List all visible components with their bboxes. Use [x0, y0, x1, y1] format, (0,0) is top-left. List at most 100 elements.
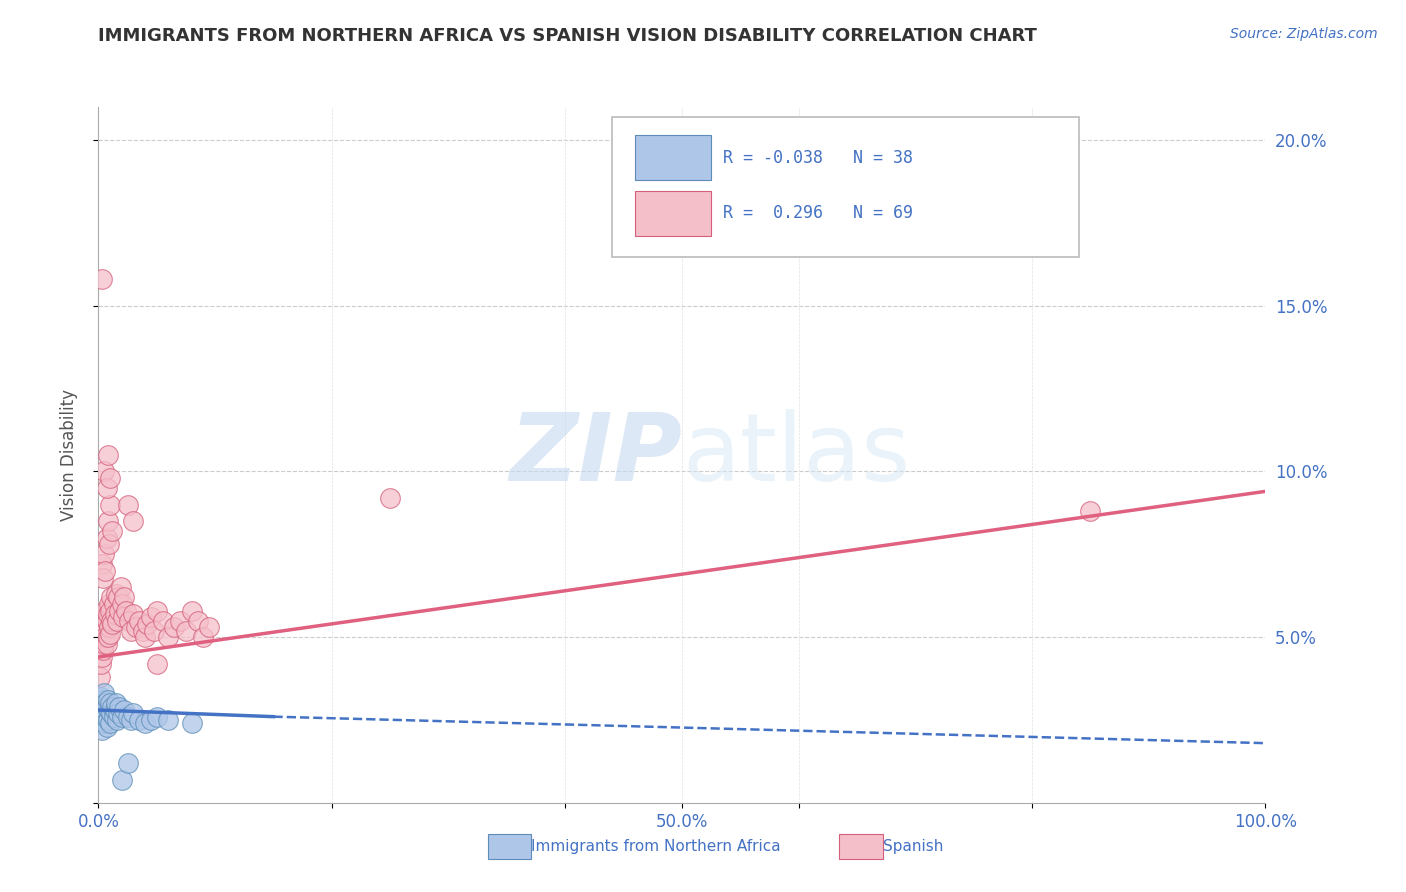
Point: [91, 616, 114, 631]
Point: [104, 607, 127, 621]
Point: [180, 716, 202, 731]
Point: [103, 597, 125, 611]
Point: [112, 703, 135, 717]
Point: [96, 720, 118, 734]
Point: [93, 465, 115, 479]
Point: [94, 697, 117, 711]
Point: [93, 547, 115, 561]
Point: [122, 607, 145, 621]
Point: [122, 514, 145, 528]
Point: [111, 610, 134, 624]
Point: [157, 713, 180, 727]
Point: [97, 607, 120, 621]
Point: [108, 604, 131, 618]
Point: [117, 709, 139, 723]
Point: [146, 709, 169, 723]
Point: [152, 614, 174, 628]
Point: [98, 627, 121, 641]
Point: [97, 514, 120, 528]
Point: [104, 587, 127, 601]
Point: [118, 614, 141, 628]
FancyBboxPatch shape: [636, 135, 711, 180]
Text: Source: ZipAtlas.com: Source: ZipAtlas.com: [1230, 27, 1378, 41]
Point: [100, 591, 122, 605]
Point: [94, 564, 117, 578]
Point: [97, 537, 120, 551]
Point: [93, 706, 115, 721]
Point: [132, 624, 155, 638]
Point: [120, 713, 142, 727]
Point: [146, 604, 169, 618]
Point: [110, 581, 132, 595]
Point: [98, 498, 121, 512]
Point: [134, 716, 156, 731]
Point: [105, 713, 128, 727]
Point: [174, 624, 197, 638]
Point: [91, 693, 114, 707]
Point: [169, 614, 191, 628]
Text: R =  0.296   N = 69: R = 0.296 N = 69: [723, 204, 912, 222]
Point: [100, 706, 122, 721]
Point: [193, 630, 215, 644]
Text: atlas: atlas: [682, 409, 910, 501]
Point: [91, 709, 114, 723]
Point: [93, 637, 115, 651]
Point: [97, 693, 120, 707]
Point: [96, 699, 118, 714]
Point: [101, 616, 124, 631]
Point: [1080, 504, 1102, 518]
Point: [180, 604, 202, 618]
Point: [90, 697, 112, 711]
Point: [98, 716, 121, 731]
Point: [100, 614, 122, 628]
Point: [136, 616, 159, 631]
Point: [107, 706, 129, 721]
Point: [89, 670, 111, 684]
Point: [97, 597, 120, 611]
Point: [111, 772, 134, 787]
Point: [91, 570, 114, 584]
Point: [122, 706, 145, 721]
Point: [90, 630, 112, 644]
Point: [139, 610, 162, 624]
Point: [96, 614, 118, 628]
Point: [90, 690, 112, 704]
Point: [143, 624, 166, 638]
Text: IMMIGRANTS FROM NORTHERN AFRICA VS SPANISH VISION DISABILITY CORRELATION CHART: IMMIGRANTS FROM NORTHERN AFRICA VS SPANI…: [98, 27, 1038, 45]
Point: [90, 272, 112, 286]
Point: [107, 591, 129, 605]
Point: [128, 713, 150, 727]
Point: [104, 697, 127, 711]
Point: [163, 620, 186, 634]
Point: [97, 713, 120, 727]
Point: [125, 620, 148, 634]
Point: [117, 498, 139, 512]
Point: [90, 723, 112, 737]
Y-axis label: Vision Disability: Vision Disability: [59, 389, 77, 521]
Point: [90, 713, 112, 727]
Point: [93, 686, 115, 700]
Point: [187, 614, 209, 628]
Point: [101, 699, 124, 714]
Text: R = -0.038   N = 38: R = -0.038 N = 38: [723, 149, 912, 167]
Point: [94, 630, 117, 644]
Point: [90, 650, 112, 665]
FancyBboxPatch shape: [636, 191, 711, 235]
Point: [157, 630, 180, 644]
Point: [97, 703, 120, 717]
Point: [128, 614, 150, 628]
Text: Spanish: Spanish: [883, 839, 943, 854]
Point: [117, 756, 139, 770]
Point: [139, 713, 162, 727]
Point: [111, 709, 134, 723]
Point: [111, 597, 134, 611]
Point: [112, 591, 135, 605]
Point: [108, 699, 131, 714]
Point: [378, 491, 402, 505]
Point: [97, 448, 120, 462]
Point: [134, 630, 156, 644]
Point: [97, 620, 120, 634]
Point: [98, 471, 121, 485]
Point: [97, 630, 120, 644]
Point: [89, 703, 111, 717]
